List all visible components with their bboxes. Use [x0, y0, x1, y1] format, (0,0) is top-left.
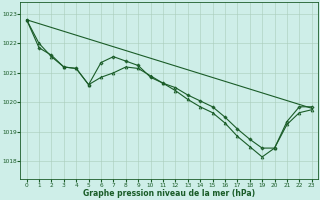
X-axis label: Graphe pression niveau de la mer (hPa): Graphe pression niveau de la mer (hPa) [83, 189, 255, 198]
